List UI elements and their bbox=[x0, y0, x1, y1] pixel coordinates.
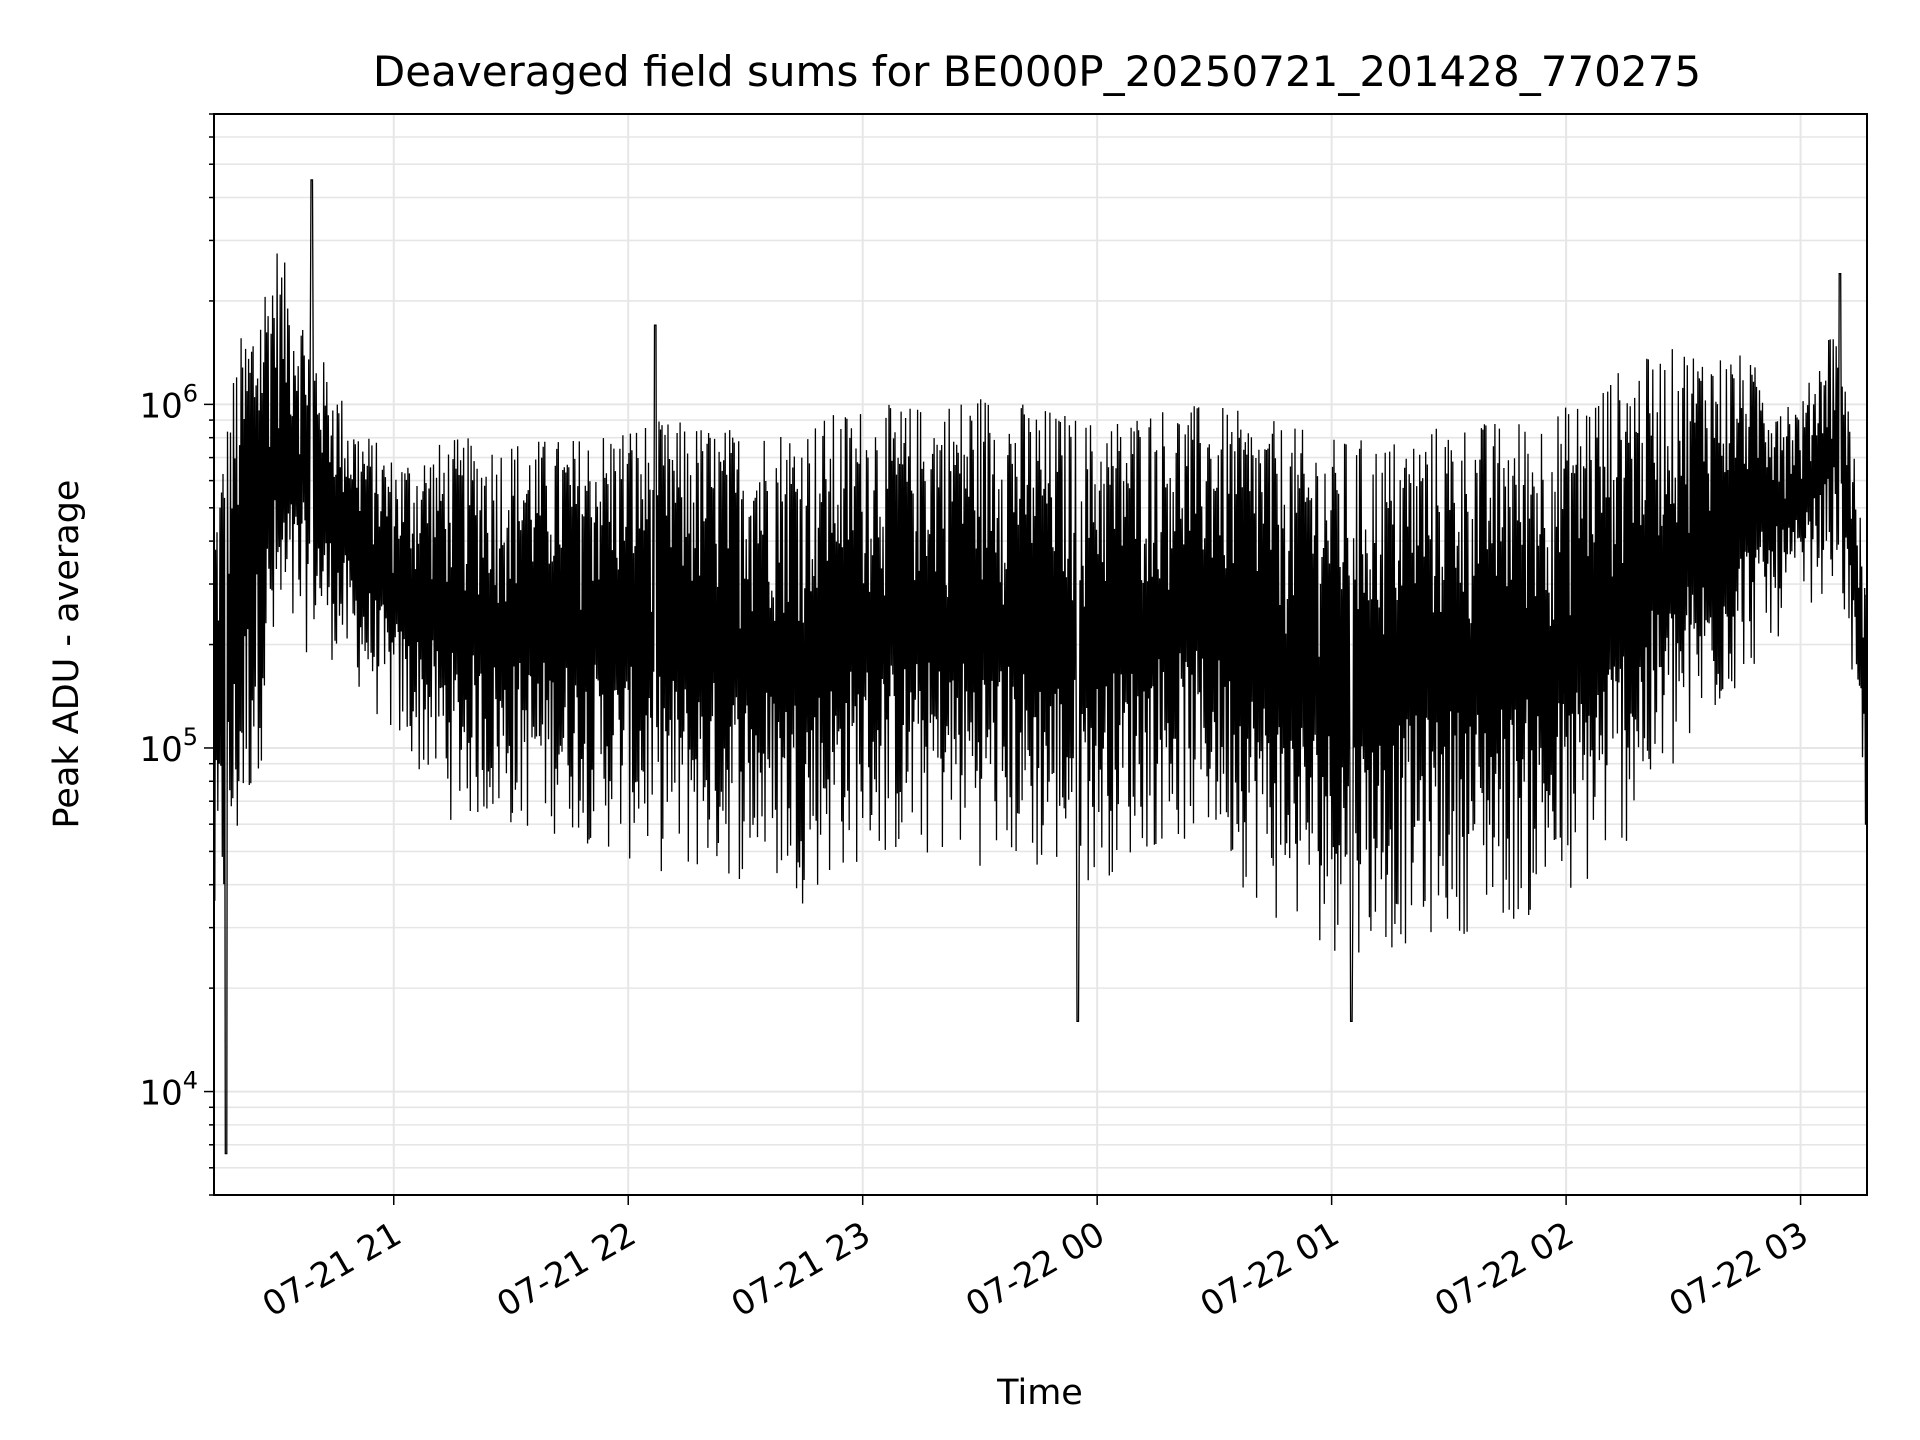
y-tick-label: 106 bbox=[139, 379, 198, 426]
series-path bbox=[213, 179, 1868, 1155]
chart-title: Deaveraged field sums for BE000P_2025072… bbox=[373, 47, 1701, 96]
y-tick-label: 105 bbox=[139, 723, 198, 770]
x-tick-label: 07-22 01 bbox=[1194, 1214, 1346, 1325]
x-tick-label: 07-22 02 bbox=[1428, 1214, 1580, 1325]
x-tick-label: 07-21 23 bbox=[725, 1214, 877, 1325]
plot-frame bbox=[213, 113, 1868, 1196]
y-tick-label: 104 bbox=[139, 1067, 198, 1114]
series-line bbox=[213, 179, 1868, 1155]
x-axis-label: Time bbox=[996, 1373, 1083, 1413]
x-tick-label: 07-22 03 bbox=[1663, 1214, 1815, 1325]
x-axis: 07-21 21 07-21 22 07-21 23 07-22 00 07-22 01… bbox=[256, 1195, 1815, 1325]
y-axis-label: Peak ADU - average bbox=[47, 480, 87, 829]
x-tick-label: 07-21 21 bbox=[256, 1214, 408, 1325]
y-axis: 104 105 106 bbox=[139, 113, 214, 1196]
x-tick-label: 07-22 00 bbox=[959, 1214, 1111, 1325]
x-tick-label: 07-21 22 bbox=[490, 1214, 642, 1325]
